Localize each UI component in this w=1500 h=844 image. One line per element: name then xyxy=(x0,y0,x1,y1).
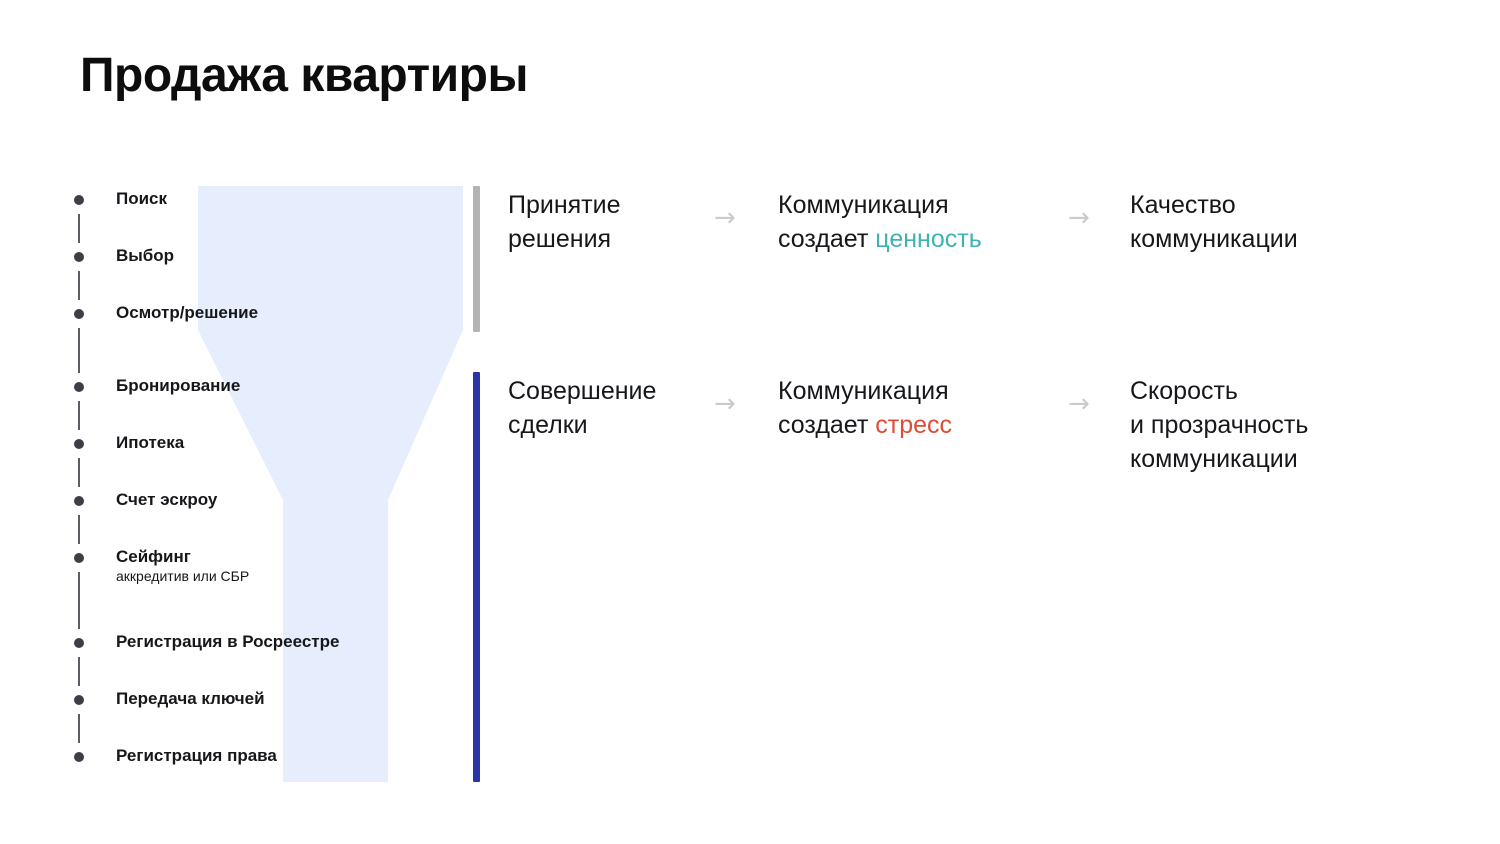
stage-label: Регистрация в Росреестре xyxy=(116,632,340,651)
stage-connector xyxy=(78,328,80,373)
bullet-dot-icon xyxy=(74,496,84,506)
stage-label: Сейфинг xyxy=(116,547,191,566)
row-middle-prefix: Коммуникация создает xyxy=(778,191,949,253)
row-heading: Принятие решения xyxy=(508,191,621,253)
row-accent-bar xyxy=(473,186,480,332)
row-middle-prefix: Коммуникация создает xyxy=(778,377,949,439)
arrow-right-icon: → xyxy=(1068,389,1090,419)
bullet-dot-icon xyxy=(74,195,84,205)
row-middle-accent: стресс xyxy=(875,410,953,439)
stage-connector xyxy=(78,657,80,686)
stage-connector xyxy=(78,214,80,243)
stage-connector xyxy=(78,401,80,430)
bullet-dot-icon xyxy=(74,752,84,762)
row-outcome-text: Качество коммуникации xyxy=(1130,191,1298,253)
arrow-right-icon: → xyxy=(1068,203,1090,233)
stage-connector xyxy=(78,515,80,544)
bullet-dot-icon xyxy=(74,382,84,392)
stage-label: Осмотр/решение xyxy=(116,303,259,322)
row-middle-text: Коммуникация создает ценность xyxy=(778,189,1078,257)
stage-connector xyxy=(78,271,80,300)
row-outcome-text: Скорость и прозрачность коммуникации xyxy=(1130,377,1309,473)
stage-label: Счет эскроу xyxy=(116,490,218,509)
stage-label: Бронирование xyxy=(116,376,241,395)
stage-label: Передача ключей xyxy=(116,689,265,708)
arrow-right-icon: → xyxy=(714,203,736,233)
stage-label: Ипотека xyxy=(116,433,185,452)
stage-connector xyxy=(78,572,80,629)
row-heading: Совершение сделки xyxy=(508,377,657,439)
stage-sublabel: аккредитив или СБР xyxy=(116,568,250,584)
stage-label: Выбор xyxy=(116,246,175,265)
page-title: Продажа квартиры xyxy=(80,49,528,102)
bullet-dot-icon xyxy=(74,638,84,648)
bullet-dot-icon xyxy=(74,309,84,319)
bullet-dot-icon xyxy=(74,553,84,563)
stage-connector xyxy=(78,714,80,743)
row-accent-bar xyxy=(473,372,480,782)
bullet-dot-icon xyxy=(74,252,84,262)
bullet-dot-icon xyxy=(74,439,84,449)
bullet-dot-icon xyxy=(74,695,84,705)
stage-label: Поиск xyxy=(116,189,168,208)
stage-list: Поиск Выбор Осмотр/решение Бронирование Ипот… xyxy=(74,186,474,786)
stage-connector xyxy=(78,458,80,487)
row-middle-accent: ценность xyxy=(875,224,982,253)
arrow-right-icon: → xyxy=(714,389,736,419)
row-middle-text: Коммуникация создает стресс xyxy=(778,375,1078,443)
stage-label: Регистрация права xyxy=(116,746,277,765)
